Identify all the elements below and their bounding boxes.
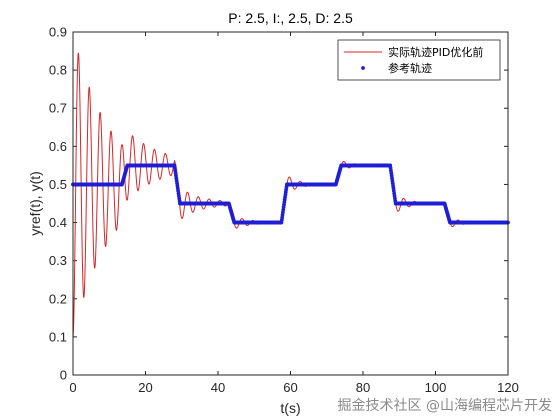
chart-title: P: 2.5, I:, 2.5, D: 2.5 xyxy=(228,10,353,26)
axes-box xyxy=(72,31,509,376)
series-reference-dots xyxy=(71,163,510,225)
y-tick-label: 0.4 xyxy=(49,215,67,230)
y-tick-label: 0.9 xyxy=(49,25,67,40)
x-tick-label: 80 xyxy=(356,380,370,395)
legend-reference-label: 参考轨迹 xyxy=(388,61,432,75)
y-tick-label: 0 xyxy=(60,368,67,383)
x-tick-label: 40 xyxy=(211,380,225,395)
x-axis-label: t(s) xyxy=(280,400,300,416)
y-tick-label: 0.8 xyxy=(49,63,67,78)
y-tick-label: 0.5 xyxy=(49,177,67,192)
x-tick-label: 60 xyxy=(283,380,297,395)
watermark-text: 掘金技术社区 @山海编程芯片开发 xyxy=(338,398,552,414)
y-axis-ticks: 0 0.1 0.2 0.3 0.4 0.5 0.6 0.7 0.8 0.9 xyxy=(49,25,508,383)
x-tick-label: 20 xyxy=(138,380,152,395)
y-tick-label: 0.3 xyxy=(49,253,67,268)
legend: 实际轨迹PID优化前 参考轨迹 xyxy=(337,39,501,81)
legend-box xyxy=(337,39,501,81)
legend-response-label: 实际轨迹PID优化前 xyxy=(388,45,483,59)
x-axis-ticks: 0 20 40 60 80 100 120 xyxy=(69,32,519,395)
y-axis-label: yref(t), y(t) xyxy=(27,171,43,236)
x-tick-label: 100 xyxy=(425,380,447,395)
y-tick-label: 0.7 xyxy=(49,101,67,116)
plot-series xyxy=(71,52,510,337)
x-tick-label: 0 xyxy=(69,380,76,395)
y-tick-label: 0.1 xyxy=(49,329,67,344)
y-tick-label: 0.6 xyxy=(49,139,67,154)
legend-reference-dot xyxy=(361,66,365,70)
x-tick-label: 120 xyxy=(497,380,519,395)
y-tick-label: 0.2 xyxy=(49,291,67,306)
legend-reference-swatch xyxy=(361,66,365,70)
